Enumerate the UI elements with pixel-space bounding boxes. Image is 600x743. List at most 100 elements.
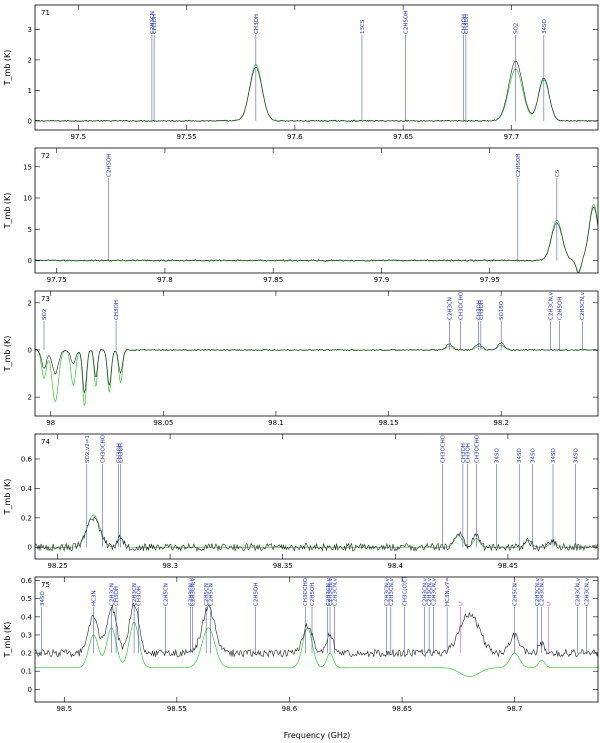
y-axis-label: T_mb (K): [3, 193, 12, 230]
x-tick-label: 98.5: [56, 705, 72, 713]
transition-label: C2H3CN,v11=1: [576, 563, 582, 606]
transition-label: CH3OCHO: [474, 434, 480, 463]
transition-label: C2H3CN,v15=1: [427, 563, 433, 606]
transition-label: CH3OH: [461, 443, 467, 463]
transition-label: C2H3CN,v15=1: [389, 563, 395, 606]
transition-label: HC3N: [92, 590, 98, 606]
transition-label: C2H5OH: [107, 154, 113, 177]
panel-number: 71: [41, 9, 50, 17]
y-tick-label: 1: [28, 87, 32, 95]
y-tick-label: 2: [28, 56, 32, 64]
y-tick-label: 5: [28, 226, 32, 234]
panel-frame: [34, 4, 599, 131]
x-tick-label: 97.75: [47, 276, 67, 284]
transition-label: C2H3CN,v15=1: [191, 563, 197, 606]
x-tick-label: 97.7: [504, 133, 520, 141]
x-tick-label: 97.6: [287, 133, 303, 141]
transition-label: 13CS: [360, 19, 366, 34]
y-tick-label: 0: [28, 544, 32, 552]
transition-label: CH3OCHO: [459, 291, 465, 320]
y-tick-label: 3: [28, 26, 32, 34]
y-axis-label: T_mb (K): [3, 336, 12, 373]
panel-frame: [34, 433, 599, 560]
transition-label: CH3OH: [137, 586, 143, 606]
transition-label: CH3OH: [462, 14, 468, 34]
transition-label: CH3OH: [254, 14, 260, 34]
y-tick-label: 0: [28, 346, 32, 354]
transition-label: 34SO: [542, 19, 548, 34]
transition-label: CH3OCHO: [441, 434, 447, 463]
transition-label: C2H5CN: [209, 583, 215, 606]
x-tick-label: 97.55: [177, 133, 197, 141]
panel-number: 74: [41, 438, 50, 446]
y-tick-label: 0: [28, 686, 32, 694]
x-tick-label: 98.7: [507, 705, 523, 713]
x-tick-label: 97.9: [374, 276, 390, 284]
transition-label: C2H3CN,v11=1: [432, 563, 438, 606]
y-axis-label: T_mb (K): [3, 479, 12, 516]
x-axis-label: Frequency (GHz): [284, 731, 351, 740]
y-tick-label: 0.4: [21, 613, 33, 621]
transition-label: C2H5OH: [403, 11, 409, 34]
transition-label: 34SO: [573, 448, 579, 463]
transition-label: CH3OCHO: [101, 434, 107, 463]
observed-series-line: [35, 516, 598, 552]
y-axis-label: T_mb (K): [3, 50, 12, 87]
transition-label: SO2: [514, 23, 520, 34]
x-tick-label: 98.4: [388, 562, 404, 570]
observed-series-line: [35, 342, 598, 394]
transition-label: C2H3CN,v11=1: [384, 563, 390, 606]
x-tick-label: 98.2: [493, 419, 509, 427]
x-tick-label: 97.95: [480, 276, 500, 284]
transition-label: CH3OCHO: [303, 577, 309, 606]
y-tick-label: 0: [28, 117, 32, 125]
panel-frame: [34, 147, 599, 274]
transition-label: HC3N,v7=1: [445, 574, 451, 606]
x-tick-label: 98.25: [47, 562, 67, 570]
transition-label: 34SO: [495, 448, 501, 463]
x-tick-label: 98.45: [498, 562, 518, 570]
transition-label: C2H5CN: [513, 583, 519, 606]
x-tick-label: 98.35: [273, 562, 293, 570]
transition-label: CH3OH: [464, 14, 470, 34]
transition-label: C2H3CN,v15=1: [580, 277, 586, 320]
y-tick-label: 0.2: [21, 514, 32, 522]
transition-label: CH3OH: [465, 443, 471, 463]
transition-label: C2H3CN,v11=1: [535, 563, 541, 606]
y-tick-label: 0.6: [21, 456, 33, 464]
transition-label: CH3OH: [477, 300, 483, 320]
y-tick-label: 2: [28, 394, 32, 402]
y-tick-label: 0.3: [21, 631, 32, 639]
x-tick-label: 98.1: [268, 419, 284, 427]
transition-label: SO18O: [499, 300, 505, 320]
transition-label: C2H3CN,v11=1: [549, 277, 555, 320]
x-tick-label: 97.8: [157, 276, 173, 284]
transition-label: C2H5OH: [516, 154, 522, 177]
transition-label: C2H3CN,v15=1: [540, 563, 546, 606]
transition-label: C2H5CN: [204, 583, 210, 606]
transition-label: C2H3CN: [447, 297, 453, 320]
panel-72-plot-area: C2H5OH C2H5OH CS: [35, 154, 598, 273]
x-tick-label: 98: [46, 419, 55, 427]
transition-label: C2H5OH: [558, 297, 564, 320]
transition-label: C2H3CN: [110, 583, 116, 606]
transition-label: CH3OH: [119, 443, 125, 463]
y-tick-label: 0.4: [21, 485, 33, 493]
transition-label: C2H3CN,v11=1: [333, 563, 339, 606]
model-series-line: [35, 514, 598, 548]
model-series-line: [35, 344, 598, 407]
panel-frame: [34, 576, 599, 703]
transition-label: CS: [555, 169, 561, 177]
transition-label: U: [459, 602, 465, 606]
x-tick-label: 98.05: [153, 419, 173, 427]
transition-label: 34SO: [517, 448, 523, 463]
transition-label: CH3OH: [114, 300, 120, 320]
transition-label: C2H3CN,v11=1: [326, 563, 332, 606]
transition-label: 34SO: [531, 448, 537, 463]
